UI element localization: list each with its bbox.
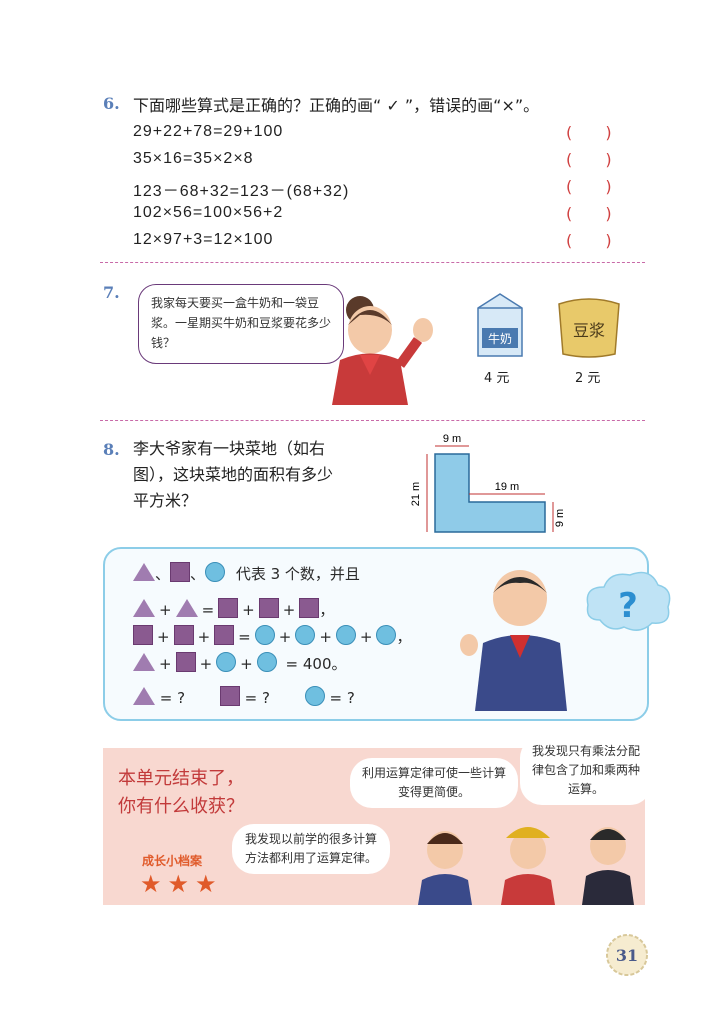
q8-text: 李大爷家有一块菜地（如右图），这块菜地的面积有多少平方米？ — [133, 439, 334, 510]
page-number-badge: 31 — [606, 934, 648, 976]
speech-bubble-3: 我发现以前学的很多计算方法都利用了运算定律。 — [232, 824, 390, 874]
puzzle-line-3: + + + = 400。 — [133, 652, 346, 674]
q6-expr-5: 12×97+3=12×100 — [133, 231, 274, 248]
q6-answer-4[interactable]: ( ) — [566, 204, 626, 223]
question-cloud-icon: ? — [586, 571, 671, 631]
square-icon — [170, 562, 191, 582]
puzzle-line-1: + = + +， — [133, 598, 334, 620]
puzzle-intro-text: 代表 3 个数，并且 — [235, 565, 360, 583]
divider-2 — [100, 420, 645, 421]
puzzle-intro-row: 、 、 代表 3 个数，并且 — [133, 562, 360, 584]
milk-price: 4 元 — [484, 371, 510, 386]
separator: 、 — [190, 565, 206, 583]
divider-1 — [100, 262, 645, 263]
q6-expr-3: 123－68+32=123－(68+32) — [133, 183, 350, 200]
q6-expr-4: 102×56=100×56+2 — [133, 204, 284, 221]
q6-prompt: 下面哪些算式是正确的？正确的画“ ✓ ”，错误的画“×”。 — [133, 96, 540, 115]
puzzle-line-2: + + = + + +， — [133, 625, 411, 647]
dim-top-label: 9 m — [443, 433, 461, 445]
dim-right-label: 9 m — [554, 509, 566, 527]
speech-bubble-2: 我发现只有乘法分配律包含了加和乘两种运算。 — [520, 736, 652, 805]
dim-inner-label: 19 m — [495, 481, 519, 493]
l-shaped-plot-diagram: 9 m 21 m 19 m 9 m — [410, 433, 566, 533]
summary-title: 本单元结束了， 你有什么收获？ — [118, 768, 244, 817]
page-number: 31 — [616, 946, 638, 965]
q6-answer-2[interactable]: ( ) — [566, 150, 626, 169]
q6-answer-3[interactable]: ( ) — [566, 177, 626, 196]
soy-price: 2 元 — [575, 371, 601, 386]
milk-carton-icon: 牛奶 — [477, 293, 523, 357]
girl-illustration — [332, 296, 433, 405]
q6-expr-1: 29+22+78=29+100 — [133, 123, 284, 140]
q6-answer-5[interactable]: ( ) — [566, 231, 626, 250]
triangle-icon — [133, 563, 155, 581]
separator: 、 — [155, 565, 171, 583]
milk-label: 牛奶 — [488, 331, 512, 346]
dim-left-label: 21 m — [410, 482, 422, 506]
q7-number: 7. — [103, 283, 120, 302]
boy-illustration — [460, 570, 567, 711]
children-illustration — [418, 827, 634, 905]
puzzle-answers: = ? = ? = ? — [133, 686, 355, 707]
q6-number: 6. — [103, 94, 120, 113]
stars: ★★★ — [140, 870, 223, 898]
q7-speech-bubble: 我家每天要买一盒牛奶和一袋豆浆。一星期买牛奶和豆浆要花多少钱？ — [138, 284, 344, 364]
question-mark: ? — [618, 586, 638, 626]
growth-badge: 成长小档案 — [142, 854, 203, 868]
soy-label: 豆浆 — [573, 321, 605, 340]
q6-answer-1[interactable]: ( ) — [566, 123, 626, 142]
speech-bubble-1: 利用运算定律可使一些计算变得更简便。 — [350, 758, 518, 808]
q6-expr-2: 35×16=35×2×8 — [133, 150, 254, 167]
soy-milk-bag-icon: 豆浆 — [558, 298, 620, 358]
circle-icon — [205, 562, 226, 582]
q8-number: 8. — [103, 440, 120, 459]
